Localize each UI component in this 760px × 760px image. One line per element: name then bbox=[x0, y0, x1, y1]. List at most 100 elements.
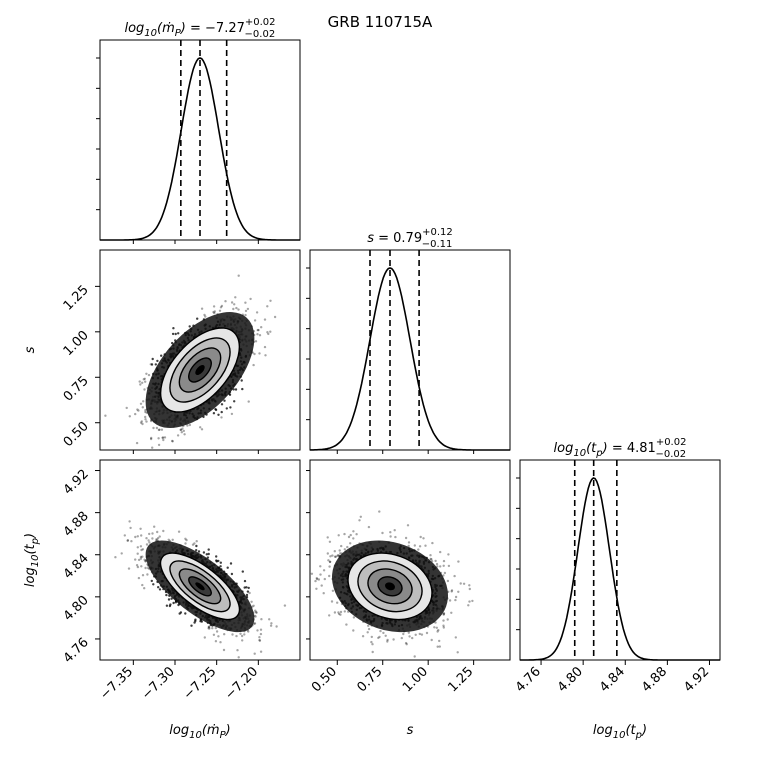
scatter-point bbox=[140, 420, 143, 423]
scatter-point bbox=[322, 569, 326, 572]
scatter-point bbox=[212, 412, 216, 415]
scatter-point bbox=[411, 636, 414, 640]
scatter-point bbox=[255, 311, 259, 314]
hist-frame-log_tp bbox=[519, 459, 721, 661]
label-argsub: P bbox=[175, 28, 182, 39]
scatter-point bbox=[139, 527, 142, 530]
scatter-point bbox=[343, 532, 346, 536]
scatter-point bbox=[184, 537, 187, 540]
scatter-point bbox=[234, 388, 238, 391]
scatter-point bbox=[245, 593, 249, 597]
scatter-point bbox=[333, 555, 337, 558]
scatter-point bbox=[141, 406, 144, 409]
scatter-point bbox=[260, 618, 263, 621]
scatter-point bbox=[243, 586, 246, 589]
scatter-frame-log_mdot-log_tp bbox=[99, 459, 301, 661]
scatter-point bbox=[315, 587, 318, 590]
scatter-point bbox=[392, 638, 395, 641]
scatter-point bbox=[148, 532, 151, 536]
scatter-point bbox=[310, 572, 314, 575]
scatter-point bbox=[195, 549, 198, 552]
scatter-point bbox=[254, 615, 257, 618]
scatter-point bbox=[352, 537, 355, 540]
hist-title-minus: −0.02 bbox=[245, 29, 276, 40]
hist-title-equals: = 0.79 bbox=[374, 231, 422, 246]
scatter-point bbox=[145, 420, 148, 423]
scatter-point bbox=[206, 556, 210, 559]
scatter-point bbox=[197, 550, 201, 553]
scatter-point bbox=[237, 274, 240, 277]
scatter-point bbox=[184, 542, 187, 545]
scatter-point bbox=[153, 525, 156, 528]
scatter-point bbox=[152, 583, 155, 586]
scatter-point bbox=[223, 633, 226, 636]
scatter-point bbox=[239, 632, 242, 635]
scatter-point bbox=[264, 354, 267, 357]
scatter-point bbox=[143, 377, 146, 380]
scatter-point bbox=[259, 650, 263, 653]
scatter-point bbox=[141, 574, 145, 577]
scatter-point bbox=[142, 378, 145, 381]
scatter-point bbox=[152, 426, 155, 430]
scatter-point bbox=[156, 537, 160, 540]
scatter-point bbox=[141, 583, 144, 587]
scatter-point bbox=[169, 603, 172, 606]
hist-title-minus: −0.11 bbox=[422, 239, 453, 250]
scatter-point bbox=[145, 543, 149, 546]
scatter-point bbox=[172, 601, 175, 605]
scatter-point bbox=[149, 437, 153, 441]
scatter-point bbox=[248, 591, 251, 595]
scatter-point bbox=[196, 317, 199, 320]
scatter-point bbox=[431, 541, 434, 545]
scatter-point bbox=[130, 540, 133, 543]
scatter-point bbox=[142, 400, 145, 403]
scatter-frame-log_mdot-s bbox=[99, 249, 301, 451]
scatter-point bbox=[158, 428, 161, 431]
scatter-point bbox=[435, 626, 438, 629]
scatter-point bbox=[188, 325, 191, 328]
scatter-point bbox=[213, 310, 216, 313]
scatter-point bbox=[233, 303, 236, 306]
scatter-point bbox=[231, 633, 234, 636]
scatter-point bbox=[225, 407, 228, 410]
scatter-point bbox=[315, 577, 319, 581]
scatter-point bbox=[139, 402, 143, 405]
scatter-point bbox=[439, 565, 442, 568]
scatter-point bbox=[195, 540, 198, 543]
scatter-point bbox=[144, 410, 147, 414]
scatter-point bbox=[253, 352, 256, 356]
scatter-point bbox=[243, 579, 247, 583]
scatter-point bbox=[156, 530, 159, 534]
scatter-point bbox=[171, 440, 174, 443]
scatter-point bbox=[174, 332, 177, 336]
scatter-point bbox=[236, 649, 239, 652]
scatter-point bbox=[186, 424, 189, 427]
label-close: ) bbox=[180, 21, 186, 36]
scatter-point bbox=[220, 416, 223, 419]
scatter-point bbox=[193, 542, 196, 545]
scatter-point bbox=[378, 635, 381, 639]
hist-frame-s bbox=[309, 249, 511, 451]
scatter-point bbox=[171, 538, 174, 541]
scatter-point bbox=[207, 625, 211, 629]
scatter-point bbox=[155, 538, 158, 541]
scatter-point bbox=[237, 308, 240, 311]
hist-line-log_mdot bbox=[100, 57, 300, 241]
scatter-point bbox=[232, 307, 235, 311]
scatter-point bbox=[138, 380, 141, 383]
scatter-point bbox=[253, 319, 257, 322]
scatter-point bbox=[195, 544, 198, 548]
scatter-point bbox=[450, 590, 453, 593]
hist-title-label: s bbox=[367, 231, 374, 246]
scatter-point bbox=[439, 550, 442, 554]
scatter-point bbox=[218, 309, 222, 312]
scatter-point bbox=[230, 412, 234, 416]
scatter-point bbox=[219, 641, 222, 644]
scatter-point bbox=[161, 436, 164, 439]
label-arg: (t bbox=[586, 441, 597, 456]
hist-line-s bbox=[310, 267, 510, 451]
scatter-point bbox=[422, 537, 425, 540]
scatter-point bbox=[250, 600, 253, 603]
label-base: log bbox=[554, 441, 574, 456]
